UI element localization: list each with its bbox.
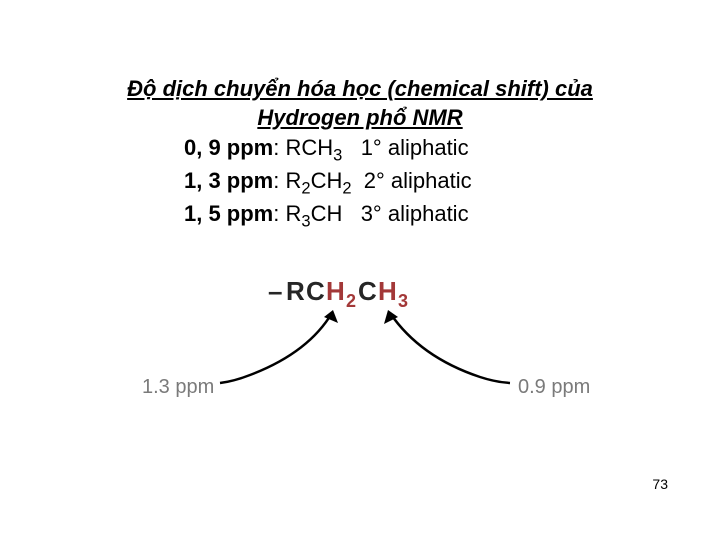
formula-C1: C xyxy=(306,276,325,306)
slide-title: Độ dịch chuyển hóa học (chemical shift) … xyxy=(0,0,720,132)
formula-C2: C xyxy=(358,276,377,306)
formula-sub2: 3 xyxy=(398,291,408,311)
chemical-diagram: – R C H 2 C H 3 1.3 ppm 0.9 ppm xyxy=(0,265,720,430)
title-line2: Hydrogen phổ NMR xyxy=(257,105,462,130)
arrow-left xyxy=(220,313,332,383)
shift-row-1: 0, 9 ppm: RCH3 1° aliphatic xyxy=(184,134,720,167)
formula-sub1: 2 xyxy=(346,291,356,311)
formula-H1: H xyxy=(326,276,345,306)
shift-row-2: 1, 3 ppm: R2CH2 2° aliphatic xyxy=(184,167,720,200)
formula-R: R xyxy=(286,276,305,306)
arrow-right xyxy=(390,313,510,383)
page-number: 73 xyxy=(652,476,668,492)
shift-row-3: 1, 5 ppm: R3CH 3° aliphatic xyxy=(184,200,720,233)
formula-dash: – xyxy=(268,276,282,306)
title-line1: Độ dịch chuyển hóa học (chemical shift) … xyxy=(127,76,593,101)
formula-H2: H xyxy=(378,276,397,306)
shift-list: 0, 9 ppm: RCH3 1° aliphatic 1, 3 ppm: R2… xyxy=(184,134,720,232)
left-ppm-label: 1.3 ppm xyxy=(142,376,214,398)
formula-group: – R C H 2 C H 3 xyxy=(268,276,408,311)
right-ppm-label: 0.9 ppm xyxy=(518,376,590,398)
